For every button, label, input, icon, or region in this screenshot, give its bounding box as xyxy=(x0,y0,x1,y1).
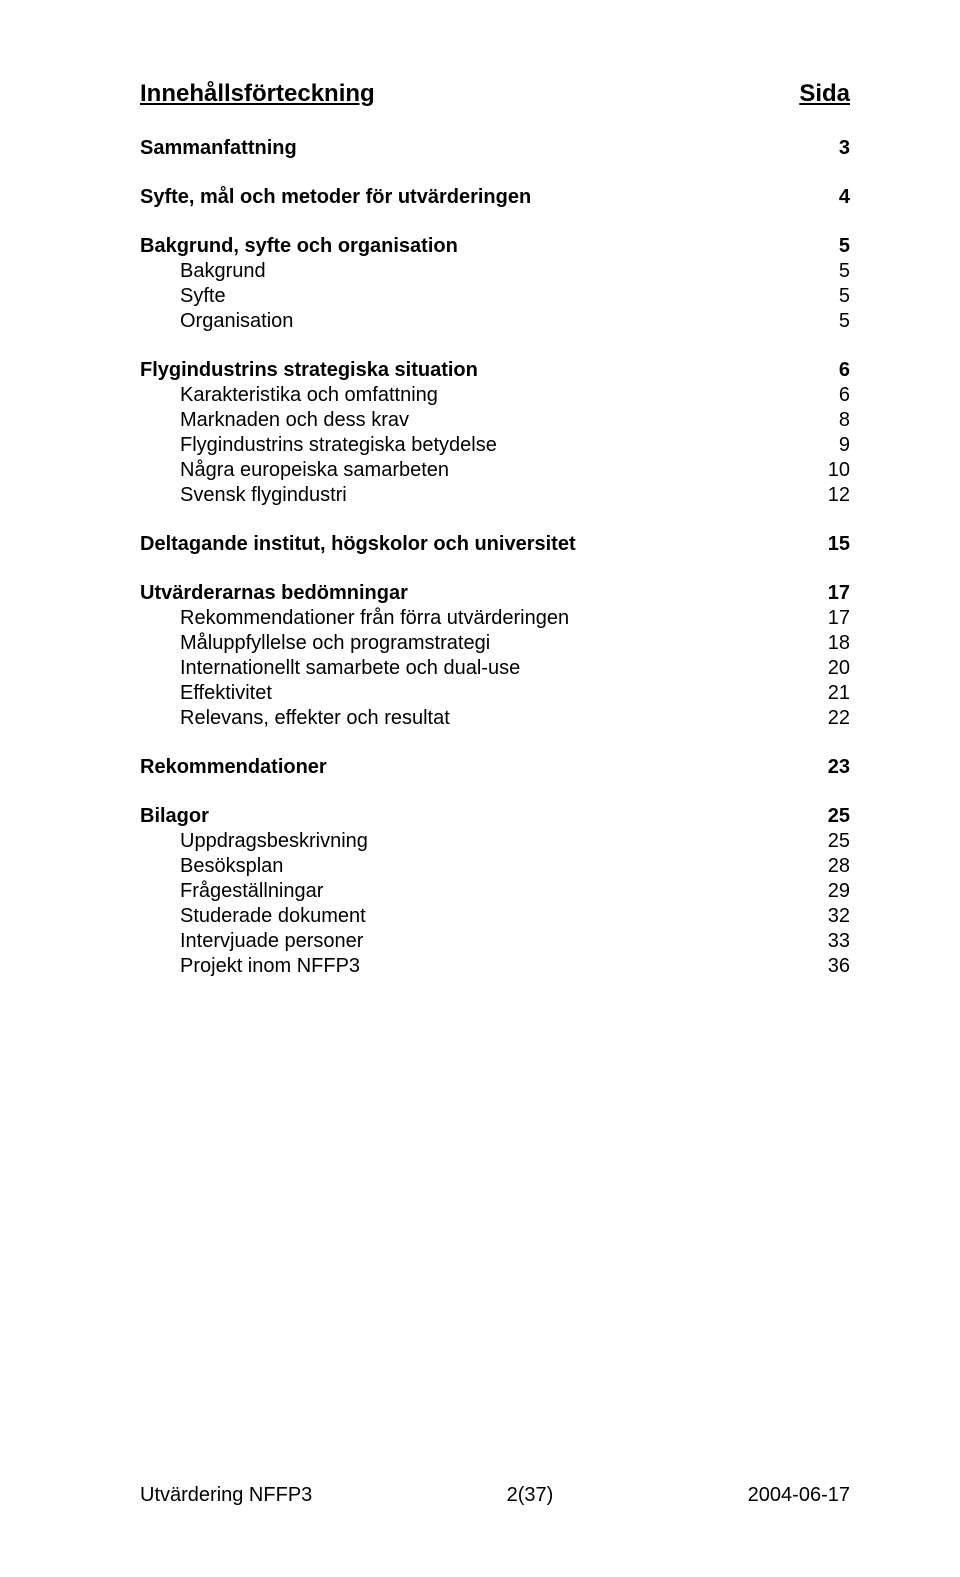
toc-row-page: 17 xyxy=(810,581,850,606)
toc-row-label: Svensk flygindustri xyxy=(140,483,810,508)
footer-center: 2(37) xyxy=(507,1484,554,1507)
toc-title-right: Sida xyxy=(799,80,850,108)
page-footer: Utvärdering NFFP3 2(37) 2004-06-17 xyxy=(140,1484,850,1507)
toc-row: Bilagor25 xyxy=(140,804,850,829)
toc-row-label: Sammanfattning xyxy=(140,136,810,161)
toc-row: Internationellt samarbete och dual-use20 xyxy=(140,656,850,681)
toc-group: Flygindustrins strategiska situation6Kar… xyxy=(140,358,850,508)
toc-row-page: 5 xyxy=(810,234,850,259)
toc-row-page: 17 xyxy=(810,606,850,631)
toc-row-label: Deltagande institut, högskolor och unive… xyxy=(140,532,810,557)
toc-row: Deltagande institut, högskolor och unive… xyxy=(140,532,850,557)
toc-row-label: Flygindustrins strategiska situation xyxy=(140,358,810,383)
toc-row-label: Organisation xyxy=(140,309,810,334)
toc-row-page: 29 xyxy=(810,879,850,904)
toc-row: Syfte, mål och metoder för utvärderingen… xyxy=(140,185,850,210)
toc-row-label: Bakgrund, syfte och organisation xyxy=(140,234,810,259)
toc-row: Besöksplan28 xyxy=(140,854,850,879)
toc-row-label: Bakgrund xyxy=(140,259,810,284)
toc-row-page: 9 xyxy=(810,433,850,458)
toc-row-label: Utvärderarnas bedömningar xyxy=(140,581,810,606)
toc-row: Flygindustrins strategiska betydelse9 xyxy=(140,433,850,458)
document-page: Innehållsförteckning Sida Sammanfattning… xyxy=(0,0,960,1577)
toc-row-label: Intervjuade personer xyxy=(140,929,810,954)
toc-row-page: 20 xyxy=(810,656,850,681)
toc-row-page: 5 xyxy=(810,259,850,284)
toc-row-page: 28 xyxy=(810,854,850,879)
toc-row-label: Besöksplan xyxy=(140,854,810,879)
footer-right: 2004-06-17 xyxy=(748,1484,850,1507)
toc-row-label: Effektivitet xyxy=(140,681,810,706)
toc-row: Karakteristika och omfattning6 xyxy=(140,383,850,408)
toc-row-page: 23 xyxy=(810,755,850,780)
toc-row-label: Rekommendationer xyxy=(140,755,810,780)
toc-row-label: Flygindustrins strategiska betydelse xyxy=(140,433,810,458)
toc-row-page: 21 xyxy=(810,681,850,706)
toc-row-page: 6 xyxy=(810,358,850,383)
toc-row-label: Måluppfyllelse och programstrategi xyxy=(140,631,810,656)
toc-row-label: Uppdragsbeskrivning xyxy=(140,829,810,854)
toc-row: Bakgrund5 xyxy=(140,259,850,284)
toc-row-page: 5 xyxy=(810,309,850,334)
toc-row: Marknaden och dess krav8 xyxy=(140,408,850,433)
toc-row: Flygindustrins strategiska situation6 xyxy=(140,358,850,383)
toc-row: Rekommendationer23 xyxy=(140,755,850,780)
toc-row: Måluppfyllelse och programstrategi18 xyxy=(140,631,850,656)
toc-row-page: 12 xyxy=(810,483,850,508)
toc-row-label: Studerade dokument xyxy=(140,904,810,929)
toc-group: Bilagor25Uppdragsbeskrivning25Besöksplan… xyxy=(140,804,850,979)
toc-row-page: 32 xyxy=(810,904,850,929)
toc-row: Svensk flygindustri12 xyxy=(140,483,850,508)
toc-row-label: Relevans, effekter och resultat xyxy=(140,706,810,731)
toc-row: Projekt inom NFFP336 xyxy=(140,954,850,979)
toc-list: Sammanfattning3Syfte, mål och metoder fö… xyxy=(140,136,850,979)
toc-row-label: Karakteristika och omfattning xyxy=(140,383,810,408)
toc-group: Sammanfattning3 xyxy=(140,136,850,161)
toc-row-page: 6 xyxy=(810,383,850,408)
toc-row: Effektivitet21 xyxy=(140,681,850,706)
toc-row: Utvärderarnas bedömningar17 xyxy=(140,581,850,606)
toc-row-page: 33 xyxy=(810,929,850,954)
toc-row: Uppdragsbeskrivning25 xyxy=(140,829,850,854)
toc-row: Relevans, effekter och resultat22 xyxy=(140,706,850,731)
toc-row: Organisation5 xyxy=(140,309,850,334)
toc-row-label: Internationellt samarbete och dual-use xyxy=(140,656,810,681)
footer-left: Utvärdering NFFP3 xyxy=(140,1484,312,1507)
toc-row-page: 3 xyxy=(810,136,850,161)
toc-row: Bakgrund, syfte och organisation5 xyxy=(140,234,850,259)
toc-row-page: 15 xyxy=(810,532,850,557)
toc-row-page: 5 xyxy=(810,284,850,309)
toc-row-label: Rekommendationer från förra utvärderinge… xyxy=(140,606,810,631)
toc-row: Studerade dokument32 xyxy=(140,904,850,929)
toc-row-page: 25 xyxy=(810,804,850,829)
toc-row-label: Några europeiska samarbeten xyxy=(140,458,810,483)
toc-group: Deltagande institut, högskolor och unive… xyxy=(140,532,850,557)
toc-row: Några europeiska samarbeten10 xyxy=(140,458,850,483)
toc-group: Utvärderarnas bedömningar17Rekommendatio… xyxy=(140,581,850,731)
toc-row-label: Projekt inom NFFP3 xyxy=(140,954,810,979)
toc-row-page: 18 xyxy=(810,631,850,656)
toc-row: Intervjuade personer33 xyxy=(140,929,850,954)
toc-group: Bakgrund, syfte och organisation5Bakgrun… xyxy=(140,234,850,334)
toc-row-label: Syfte, mål och metoder för utvärderingen xyxy=(140,185,810,210)
toc-row-page: 36 xyxy=(810,954,850,979)
toc-row-page: 8 xyxy=(810,408,850,433)
toc-group: Rekommendationer23 xyxy=(140,755,850,780)
toc-row-label: Frågeställningar xyxy=(140,879,810,904)
toc-row: Frågeställningar29 xyxy=(140,879,850,904)
toc-row-page: 22 xyxy=(810,706,850,731)
toc-row-page: 25 xyxy=(810,829,850,854)
toc-row: Syfte5 xyxy=(140,284,850,309)
toc-row-page: 10 xyxy=(810,458,850,483)
toc-header: Innehållsförteckning Sida xyxy=(140,80,850,108)
toc-title-left: Innehållsförteckning xyxy=(140,80,375,108)
toc-row-label: Bilagor xyxy=(140,804,810,829)
toc-group: Syfte, mål och metoder för utvärderingen… xyxy=(140,185,850,210)
toc-row-page: 4 xyxy=(810,185,850,210)
toc-row-label: Marknaden och dess krav xyxy=(140,408,810,433)
toc-row: Sammanfattning3 xyxy=(140,136,850,161)
toc-row: Rekommendationer från förra utvärderinge… xyxy=(140,606,850,631)
toc-row-label: Syfte xyxy=(140,284,810,309)
